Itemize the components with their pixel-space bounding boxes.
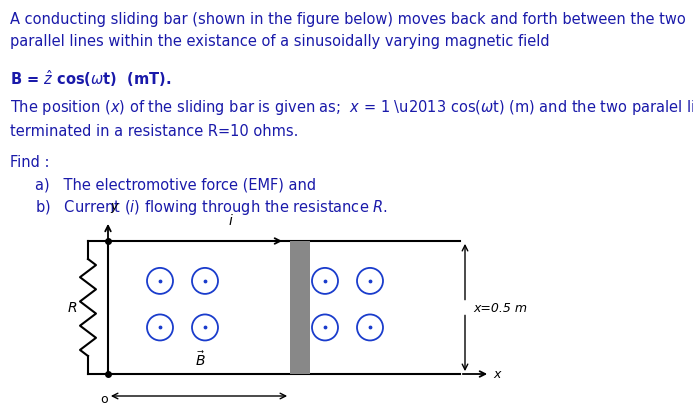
Text: b)   Current ($\it{i}$) flowing through the resistance $\it{R}$.: b) Current ($\it{i}$) flowing through th… [35,198,388,216]
Text: The position ($x$) of the sliding bar is given as;  $x$ = 1 \u2013 cos($\omega$t: The position ($x$) of the sliding bar is… [10,98,693,138]
Bar [290,241,310,374]
Text: R: R [67,301,77,315]
Text: x: x [493,368,500,380]
Text: B = $\hat{z}$ cos($\omega$t)  (mT).: B = $\hat{z}$ cos($\omega$t) (mT). [10,68,171,89]
Text: i: i [228,213,232,227]
Text: x=0.5 m: x=0.5 m [473,301,527,314]
Text: y: y [110,200,117,213]
Text: $\vec{B}$: $\vec{B}$ [195,350,205,368]
Text: A conducting sliding bar (shown in the figure below) moves back and forth betwee: A conducting sliding bar (shown in the f… [10,12,686,49]
Text: a)   The electromotive force (EMF) and: a) The electromotive force (EMF) and [35,178,316,193]
Text: Find :: Find : [10,155,49,170]
Text: o: o [100,392,108,405]
